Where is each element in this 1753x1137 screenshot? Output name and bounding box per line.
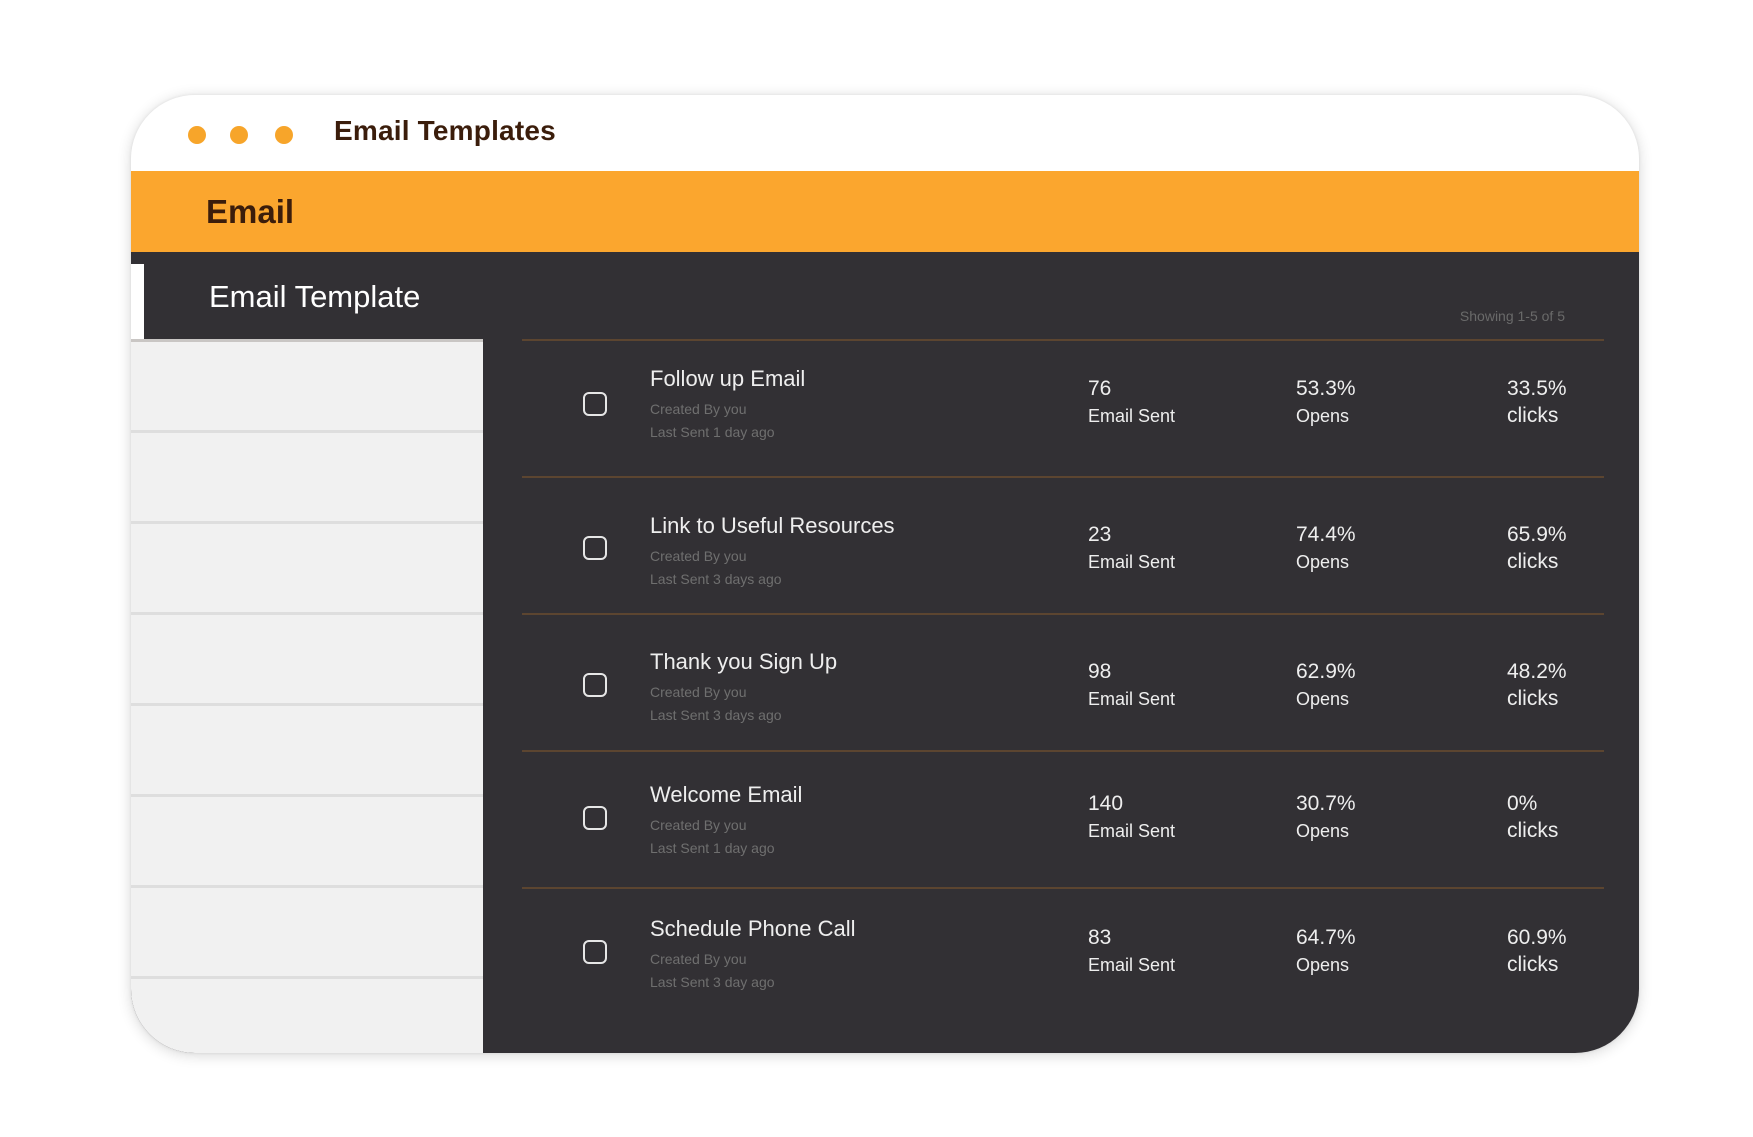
clicks-stat: 65.9% clicks [1507,521,1567,575]
opens-stat: 53.3% Opens [1296,375,1356,429]
table-row[interactable]: Schedule Phone Call Created By you Last … [522,889,1604,1026]
clicks-stat: 33.5% clicks [1507,375,1567,429]
clicks-value: 33.5% [1507,377,1567,400]
window-control-dot[interactable] [188,126,206,144]
clicks-value: 60.9% [1507,926,1567,949]
section-title: Email [206,193,295,230]
emails-sent-label: Email Sent [1088,406,1176,426]
emails-sent-label: Email Sent [1088,821,1176,841]
window-control-dot[interactable] [275,126,293,144]
emails-sent-stat: 23 Email Sent [1088,521,1175,575]
template-last-sent: Last Sent 3 day ago [650,974,775,990]
sidebar [131,339,483,1053]
opens-value: 30.7% [1296,792,1356,815]
app-window: Email Templates Email Email Template Sho… [131,95,1639,1053]
opens-value: 62.9% [1296,660,1356,683]
clicks-value: 65.9% [1507,523,1567,546]
emails-sent-stat: 98 Email Sent [1088,658,1175,712]
opens-label: Opens [1296,955,1350,975]
template-created-by: Created By you [650,951,747,967]
opens-value: 64.7% [1296,926,1356,949]
table-row[interactable]: Link to Useful Resources Created By you … [522,478,1604,615]
template-name[interactable]: Link to Useful Resources [650,513,895,538]
title-bar: Email Templates [131,95,1639,171]
emails-sent-stat: 140 Email Sent [1088,790,1175,844]
template-created-by: Created By you [650,401,747,417]
emails-sent-value: 76 [1088,377,1112,400]
active-tab-indicator [131,264,144,340]
window-control-dot[interactable] [230,126,248,144]
emails-sent-value: 98 [1088,660,1112,683]
window-title: Email Templates [334,115,556,146]
template-created-by: Created By you [650,817,747,833]
opens-label: Opens [1296,689,1350,709]
tab-email-template[interactable]: Email Template [209,279,421,314]
template-last-sent: Last Sent 1 day ago [650,840,775,856]
opens-stat: 64.7% Opens [1296,924,1356,978]
template-name[interactable]: Schedule Phone Call [650,916,856,941]
opens-label: Opens [1296,406,1350,426]
sidebar-item[interactable] [131,524,483,615]
sidebar-item[interactable] [131,615,483,706]
template-name[interactable]: Welcome Email [650,782,803,807]
opens-label: Opens [1296,552,1350,572]
template-name[interactable]: Thank you Sign Up [650,649,838,674]
template-created-by: Created By you [650,548,747,564]
row-checkbox[interactable] [583,806,607,830]
clicks-label: clicks [1507,404,1559,427]
sidebar-item[interactable] [131,888,483,979]
clicks-stat: 60.9% clicks [1507,924,1567,978]
emails-sent-value: 83 [1088,926,1112,949]
sidebar-item[interactable] [131,342,483,433]
opens-stat: 62.9% Opens [1296,658,1356,712]
clicks-value: 48.2% [1507,660,1567,683]
template-last-sent: Last Sent 1 day ago [650,424,775,440]
clicks-label: clicks [1507,550,1559,573]
table-row[interactable]: Follow up Email Created By you Last Sent… [522,341,1604,478]
row-checkbox[interactable] [583,940,607,964]
clicks-label: clicks [1507,819,1559,842]
opens-stat: 30.7% Opens [1296,790,1356,844]
opens-stat: 74.4% Opens [1296,521,1356,575]
emails-sent-label: Email Sent [1088,955,1176,975]
clicks-stat: 0% clicks [1507,790,1558,844]
opens-value: 74.4% [1296,523,1356,546]
sidebar-item[interactable] [131,433,483,524]
template-created-by: Created By you [650,684,747,700]
row-checkbox[interactable] [583,673,607,697]
clicks-label: clicks [1507,953,1559,976]
opens-label: Opens [1296,821,1350,841]
row-checkbox[interactable] [583,392,607,416]
emails-sent-value: 23 [1088,523,1112,546]
section-header: Email [131,171,1639,252]
divider [522,339,1604,341]
clicks-value: 0% [1507,792,1538,815]
table-row[interactable]: Thank you Sign Up Created By you Last Se… [522,615,1604,752]
sidebar-item[interactable] [131,797,483,888]
opens-value: 53.3% [1296,377,1356,400]
pagination-summary: Showing 1-5 of 5 [1459,308,1565,324]
sidebar-item[interactable] [131,979,483,1053]
table-row[interactable]: Welcome Email Created By you Last Sent 1… [522,752,1604,889]
emails-sent-value: 140 [1088,792,1124,815]
clicks-label: clicks [1507,687,1559,710]
emails-sent-stat: 76 Email Sent [1088,375,1175,429]
emails-sent-stat: 83 Email Sent [1088,924,1175,978]
emails-sent-label: Email Sent [1088,689,1176,709]
template-last-sent: Last Sent 3 days ago [650,571,782,587]
row-checkbox[interactable] [583,536,607,560]
clicks-stat: 48.2% clicks [1507,658,1567,712]
emails-sent-label: Email Sent [1088,552,1176,572]
sidebar-item[interactable] [131,706,483,797]
template-name[interactable]: Follow up Email [650,366,806,391]
template-last-sent: Last Sent 3 days ago [650,707,782,723]
divider [131,339,483,342]
